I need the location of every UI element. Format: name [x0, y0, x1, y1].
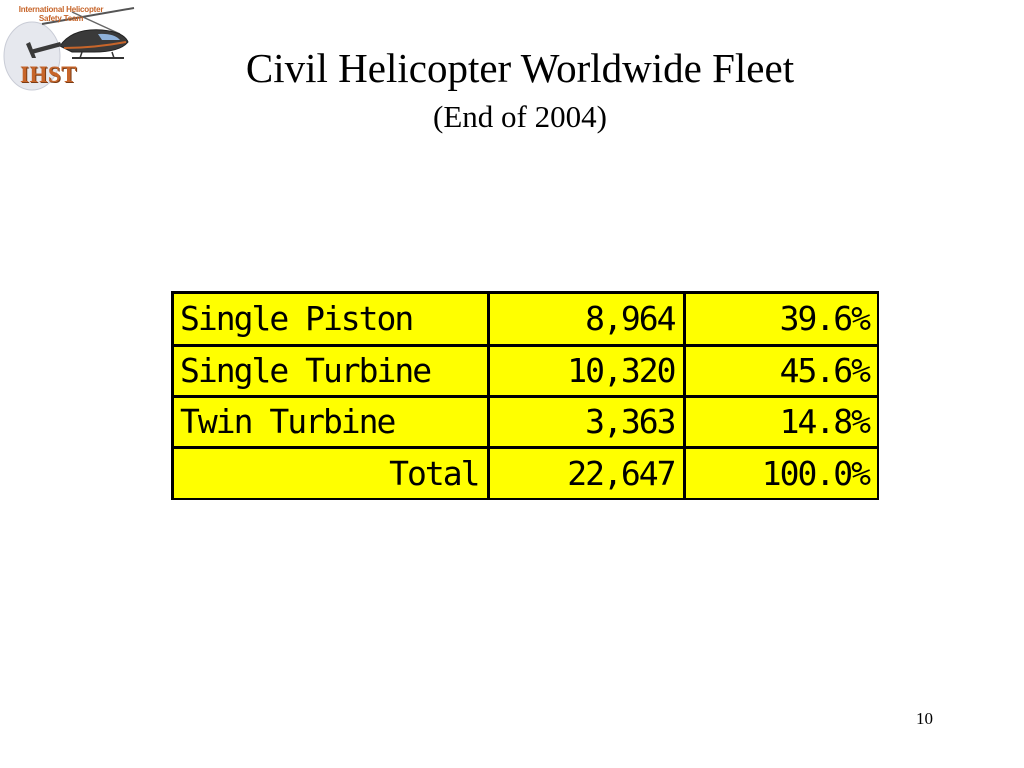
row-percent: 14.8%: [684, 396, 877, 449]
page-number: 10: [916, 709, 933, 728]
row-label: Twin Turbine: [174, 396, 490, 449]
logo-brand-text: IHST: [20, 62, 77, 87]
ihst-logo: International Helicopter Safety Team IHS…: [2, 2, 142, 94]
total-label: Total: [174, 447, 490, 498]
row-count: 3,363: [488, 396, 686, 449]
slide-subtitle: (End of 2004): [433, 99, 607, 134]
row-percent: 39.6%: [684, 294, 877, 347]
total-row: Total 22,647 100.0%: [174, 447, 877, 498]
fleet-table: Single Piston 8,964 39.6% Single Turbine…: [171, 291, 879, 500]
fleet-table-grid: Single Piston 8,964 39.6% Single Turbine…: [174, 294, 877, 498]
row-percent: 45.6%: [684, 345, 877, 398]
table-row: Twin Turbine 3,363 14.8%: [174, 396, 877, 449]
slide-title: Civil Helicopter Worldwide Fleet: [245, 45, 795, 91]
table-row: Single Piston 8,964 39.6%: [174, 294, 877, 347]
row-label: Single Turbine: [174, 345, 490, 398]
helicopter-icon: [3, 7, 135, 91]
row-label: Single Piston: [174, 294, 490, 347]
logo-org-line2: Safety Team: [38, 14, 84, 23]
total-percent: 100.0%: [684, 447, 877, 498]
total-count: 22,647: [488, 447, 686, 498]
row-count: 8,964: [488, 294, 686, 347]
logo-org-line1: International Helicopter: [18, 5, 104, 14]
row-count: 10,320: [488, 345, 686, 398]
table-row: Single Turbine 10,320 45.6%: [174, 345, 877, 398]
